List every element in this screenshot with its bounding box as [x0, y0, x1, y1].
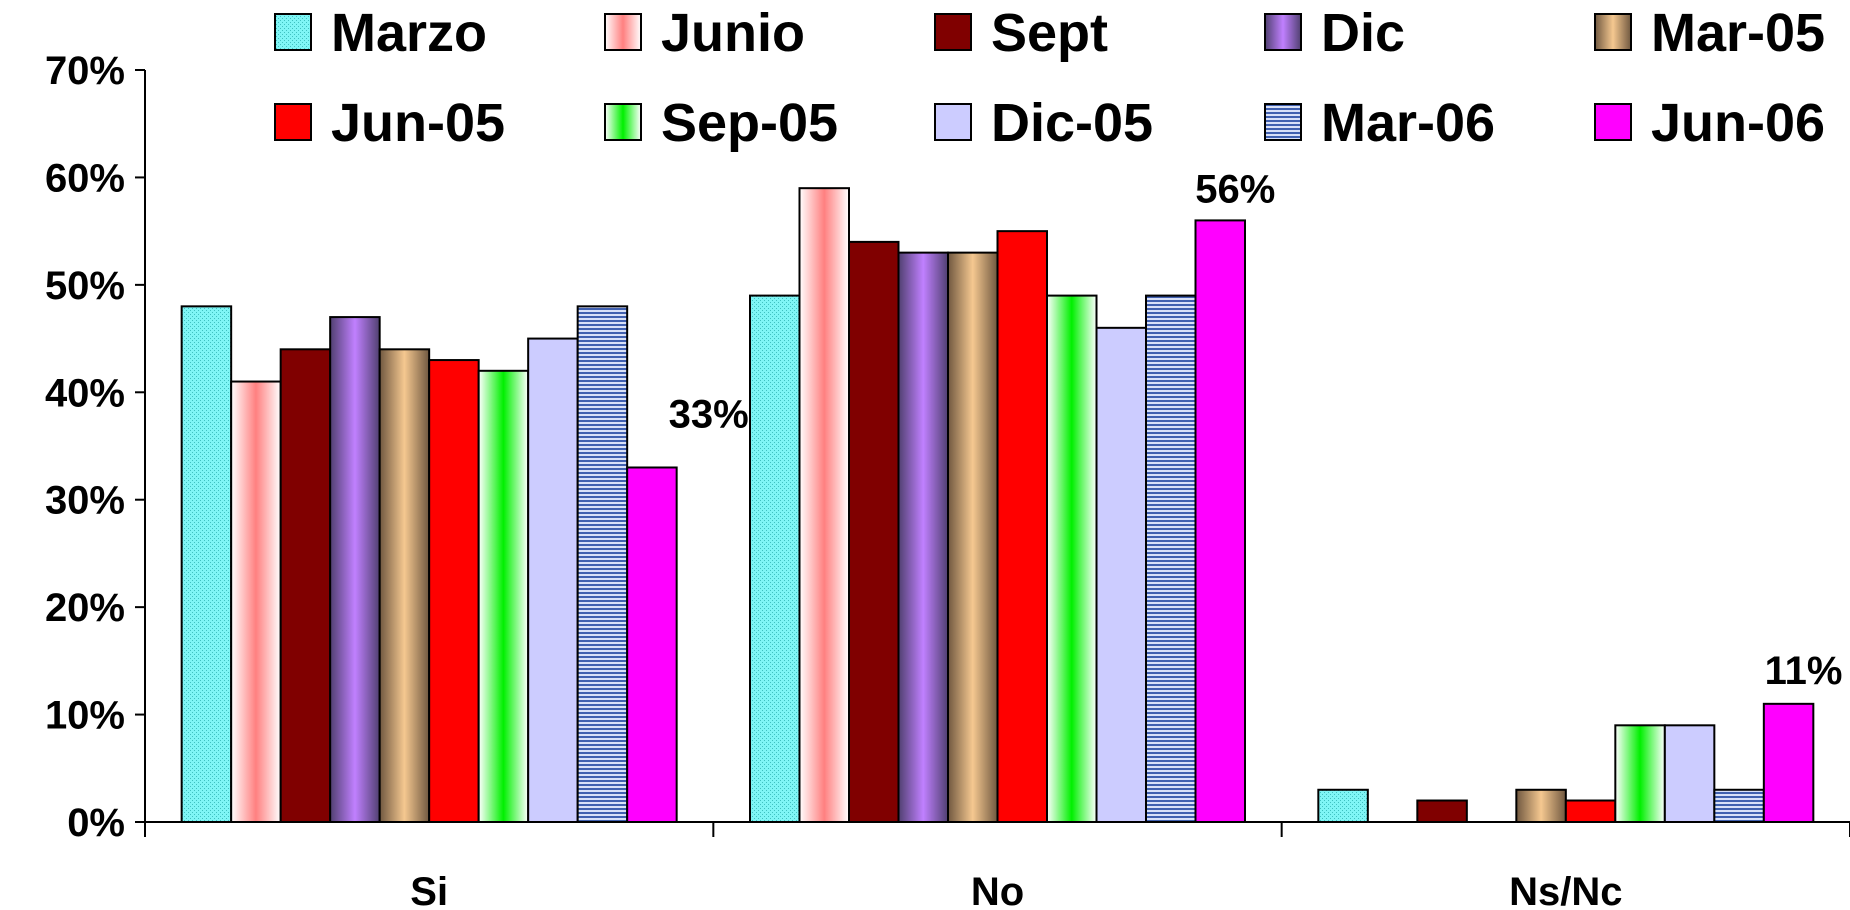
legend: Marzo Junio Sept Dic Mar-05 Jun-05 Sep-05 Dic-0…	[274, 3, 1825, 153]
bar-sept-no	[848, 240, 900, 823]
bar-sep-05-no	[1046, 294, 1098, 824]
data-label: 56%	[1195, 167, 1275, 211]
y-tick-label: 60%	[45, 156, 125, 200]
bar-marzo-si	[180, 305, 233, 824]
legend-swatch	[1264, 103, 1302, 141]
bar-marzo-no	[749, 294, 801, 824]
bar-sep-05-ns-nc	[1614, 724, 1666, 823]
bar-junio-si	[230, 380, 282, 823]
legend-swatch	[274, 13, 312, 51]
legend-item-dic-05: Dic-05	[934, 93, 1153, 153]
y-tick-label: 40%	[45, 371, 125, 415]
legend-label: Sep-05	[661, 93, 838, 153]
category-label: Ns/Nc	[1509, 870, 1622, 910]
legend-label: Mar-06	[1321, 93, 1495, 153]
y-axis: 0% 10% 20% 30% 40% 50% 60% 70%	[45, 49, 146, 845]
bar-mar-06-no	[1145, 294, 1197, 824]
legend-swatch	[934, 13, 972, 51]
legend-item-jun-05: Jun-05	[274, 93, 505, 153]
bar-jun-06-ns-nc	[1762, 702, 1815, 823]
bar-dic-si	[329, 316, 381, 823]
bar-sept-si	[279, 348, 332, 823]
y-tick-label: 10%	[45, 694, 125, 738]
y-tick-label: 30%	[45, 479, 125, 523]
bar-sept-ns-nc	[1416, 799, 1468, 823]
bar-jun-06-si	[626, 466, 678, 823]
bar-dic-05-no	[1095, 326, 1147, 823]
legend-label: Jun-05	[331, 93, 505, 153]
bar-dic-no	[897, 251, 949, 823]
bar-dic-05-si	[527, 337, 579, 823]
legend-label: Dic-05	[991, 93, 1153, 153]
legend-swatch	[604, 13, 642, 51]
y-tick-label: 0%	[67, 801, 125, 845]
legend-item-junio: Junio	[604, 3, 805, 63]
bars	[180, 187, 1815, 824]
bar-marzo-ns-nc	[1317, 788, 1369, 823]
legend-label: Mar-05	[1651, 3, 1825, 63]
data-label: 33%	[669, 392, 749, 436]
data-labels: 33% 56% 11%	[669, 167, 1843, 692]
legend-swatch	[604, 103, 642, 141]
legend-swatch	[274, 103, 312, 141]
legend-item-mar-05: Mar-05	[1594, 3, 1825, 63]
legend-swatch	[1594, 13, 1632, 51]
legend-item-mar-06: Mar-06	[1264, 93, 1495, 153]
legend-label: Marzo	[331, 3, 487, 63]
bar-mar-05-si	[378, 348, 431, 823]
legend-label: Dic	[1321, 3, 1405, 63]
legend-item-jun-06: Jun-06	[1594, 93, 1825, 153]
bar-jun-05-no	[996, 230, 1048, 823]
legend-swatch	[1594, 103, 1632, 141]
legend-item-dic: Dic	[1264, 3, 1405, 63]
legend-item-marzo: Marzo	[274, 3, 487, 63]
legend-label: Junio	[661, 3, 805, 63]
y-tick-label: 70%	[45, 49, 125, 93]
bar-jun-05-ns-nc	[1564, 799, 1617, 823]
data-label: 11%	[1765, 649, 1843, 693]
bar-mar-06-ns-nc	[1713, 788, 1765, 823]
bar-mar-05-ns-nc	[1515, 788, 1567, 823]
category-label: Si	[410, 870, 448, 910]
bar-jun-06-no	[1194, 219, 1246, 823]
legend-item-sep-05: Sep-05	[604, 93, 838, 153]
bar-mar-06-si	[576, 305, 629, 824]
legend-label: Sept	[991, 3, 1108, 63]
y-tick-label: 20%	[45, 586, 125, 630]
legend-item-sept: Sept	[934, 3, 1108, 63]
legend-swatch	[1264, 13, 1302, 51]
bar-sep-05-si	[477, 369, 530, 823]
bar-dic-05-ns-nc	[1663, 724, 1716, 823]
y-tick-label: 50%	[45, 264, 125, 308]
legend-label: Jun-06	[1651, 93, 1825, 153]
bar-junio-no	[798, 187, 850, 823]
category-label: No	[971, 870, 1024, 910]
x-axis: Si No Ns/Nc	[144, 821, 1850, 910]
bar-mar-05-no	[947, 251, 999, 823]
bar-jun-05-si	[428, 359, 480, 823]
legend-swatch	[934, 103, 972, 141]
